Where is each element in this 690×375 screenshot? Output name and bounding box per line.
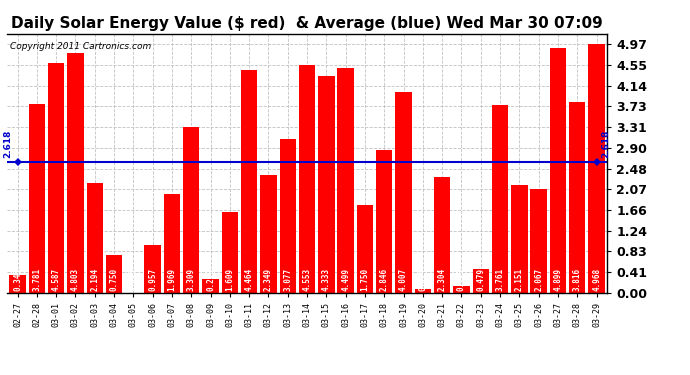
Text: 4.553: 4.553 [302, 267, 312, 291]
Text: 4.803: 4.803 [71, 267, 80, 291]
Bar [164, 194, 180, 292]
Title: Daily Solar Energy Value ($ red)  & Average (blue) Wed Mar 30 07:09: Daily Solar Energy Value ($ red) & Avera… [11, 16, 603, 31]
Text: 3.309: 3.309 [187, 267, 196, 291]
Text: 0.273: 0.273 [206, 267, 215, 291]
Bar [589, 44, 605, 292]
Text: 0.345: 0.345 [13, 267, 22, 291]
Bar [318, 76, 335, 292]
Bar [492, 105, 509, 292]
Text: 4.333: 4.333 [322, 267, 331, 291]
Text: 1.609: 1.609 [226, 267, 235, 291]
Bar [395, 92, 412, 292]
Bar [511, 185, 528, 292]
Bar [260, 175, 277, 292]
Bar [183, 127, 199, 292]
Text: 4.899: 4.899 [553, 267, 562, 291]
Text: 0.000: 0.000 [129, 267, 138, 291]
Text: 4.007: 4.007 [399, 267, 408, 291]
Bar [569, 102, 586, 292]
Text: Copyright 2011 Cartronics.com: Copyright 2011 Cartronics.com [10, 42, 151, 51]
Bar [106, 255, 122, 292]
Text: 0.074: 0.074 [418, 267, 427, 291]
Bar [202, 279, 219, 292]
Text: 2.349: 2.349 [264, 267, 273, 291]
Text: 3.781: 3.781 [32, 267, 41, 291]
Text: 4.968: 4.968 [592, 267, 601, 291]
Bar [86, 183, 103, 292]
Text: 3.816: 3.816 [573, 267, 582, 291]
Bar [9, 275, 26, 292]
Text: 2.067: 2.067 [534, 267, 543, 291]
Text: 0.479: 0.479 [476, 267, 485, 291]
Bar [550, 48, 566, 292]
Bar [299, 65, 315, 292]
Text: 1.969: 1.969 [168, 267, 177, 291]
Text: 2.846: 2.846 [380, 267, 388, 291]
Bar [357, 205, 373, 292]
Text: 4.499: 4.499 [341, 267, 350, 291]
Text: 4.464: 4.464 [245, 267, 254, 291]
Text: 2.151: 2.151 [515, 267, 524, 291]
Text: 2.194: 2.194 [90, 267, 99, 291]
Text: 2.304: 2.304 [437, 267, 446, 291]
Bar [241, 69, 257, 292]
Bar [415, 289, 431, 292]
Bar [376, 150, 393, 292]
Bar [67, 53, 83, 292]
Text: 0.125: 0.125 [457, 267, 466, 291]
Bar [221, 212, 238, 292]
Bar [531, 189, 547, 292]
Text: 0.750: 0.750 [110, 267, 119, 291]
Bar [279, 139, 296, 292]
Text: 4.587: 4.587 [52, 267, 61, 291]
Bar [48, 63, 64, 292]
Text: 3.077: 3.077 [284, 267, 293, 291]
Text: 1.750: 1.750 [360, 267, 369, 291]
Bar [453, 286, 470, 292]
Bar [337, 68, 354, 292]
Bar [28, 104, 45, 292]
Bar [434, 177, 451, 292]
Text: 2.618: 2.618 [3, 129, 12, 158]
Text: 0.957: 0.957 [148, 267, 157, 291]
Bar [473, 268, 489, 292]
Text: 3.761: 3.761 [495, 267, 504, 291]
Bar [144, 245, 161, 292]
Text: 2.618: 2.618 [602, 129, 611, 158]
